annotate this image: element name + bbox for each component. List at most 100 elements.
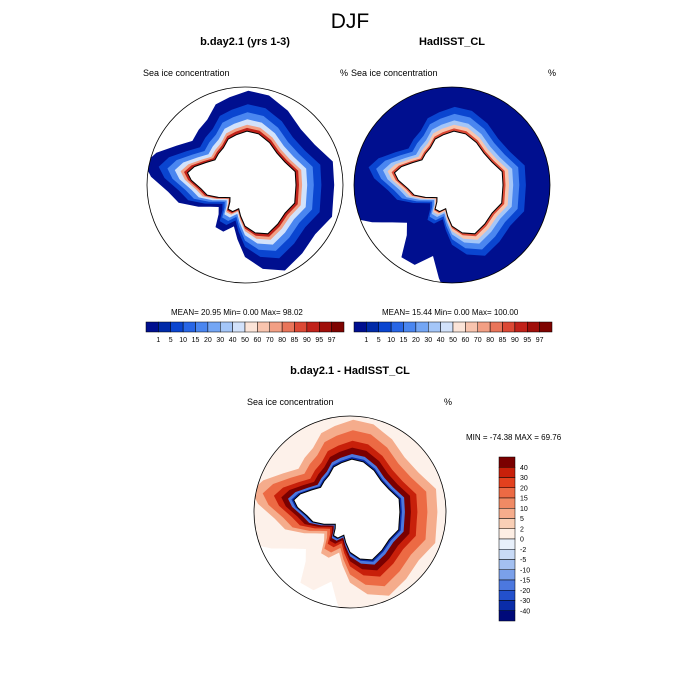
model-colorbar-box — [158, 321, 171, 333]
obs-colorbar: 1 5 10 15 20 30 40 50 60 70 80 85 90 95 97 — [353, 321, 553, 344]
difference-colorbar-box — [498, 579, 516, 591]
model-colorbar-box — [269, 321, 283, 333]
difference-colorbar-box — [498, 528, 516, 540]
difference-colorbar-box — [498, 497, 516, 509]
model-colorbar-tick-label: 95 — [315, 337, 323, 344]
model-colorbar-box — [281, 321, 295, 333]
obs-colorbar-tick-label: 90 — [511, 337, 519, 344]
diff-antarctica-land — [293, 458, 401, 561]
model-colorbar-box — [294, 321, 308, 333]
obs-panel-title: HadISST_CL — [418, 36, 485, 48]
model-stats: MEAN= 20.95 Min= 0.00 Max= 98.02 — [171, 308, 303, 317]
model-colorbar-tick-label: 90 — [303, 337, 311, 344]
obs-colorbar-box — [378, 321, 392, 333]
obs-colorbar-tick-label: 5 — [377, 337, 381, 344]
difference-colorbar-box — [498, 590, 516, 601]
model-colorbar-box — [207, 321, 221, 333]
difference-colorbar-tick-label: 30 — [520, 475, 528, 482]
model-colorbar-box — [257, 321, 270, 333]
model-colorbar-box — [195, 321, 209, 333]
obs-colorbar-tick-label: 85 — [499, 337, 507, 344]
difference-colorbar-tick-label: 10 — [520, 506, 528, 513]
difference-colorbar-tick-label: 2 — [520, 526, 524, 533]
obs-units-label: % — [548, 68, 557, 78]
model-colorbar-tick-label: 50 — [241, 337, 249, 344]
obs-variable-label: Sea ice concentration — [351, 68, 438, 78]
obs-colorbar-box — [502, 321, 516, 333]
model-colorbar-tick-label: 60 — [253, 337, 261, 344]
model-colorbar-box — [170, 321, 184, 333]
difference-colorbar-tick-label: -10 — [520, 567, 530, 574]
model-colorbar-box — [244, 321, 258, 333]
difference-colorbar-tick-label: -5 — [520, 557, 526, 564]
difference-colorbar-tick-label: -2 — [520, 547, 526, 554]
obs-colorbar-box — [489, 321, 503, 333]
model-colorbar-tick-label: 10 — [179, 337, 187, 344]
difference-colorbar-box — [498, 518, 516, 529]
model-colorbar-tick-label: 97 — [328, 337, 336, 344]
obs-colorbar-tick-label: 50 — [449, 337, 457, 344]
model-colorbar-box — [145, 321, 159, 333]
model-colorbar-tick-label: 15 — [192, 337, 200, 344]
difference-colorbar-tick-label: 15 — [520, 496, 528, 503]
difference-colorbar-box — [498, 508, 516, 519]
obs-antarctica-land — [393, 130, 504, 235]
model-units-label: % — [340, 68, 349, 78]
diff-panel-title: b.day2.1 - HadISST_CL — [290, 365, 410, 377]
model-colorbar-tick-label: 5 — [169, 337, 173, 344]
obs-colorbar-tick-label: 70 — [474, 337, 482, 344]
model-variable-label: Sea ice concentration — [143, 68, 230, 78]
model-colorbar-box — [319, 321, 332, 333]
difference-colorbar-box — [498, 487, 516, 499]
obs-colorbar-tick-label: 10 — [387, 337, 395, 344]
model-map-border — [146, 86, 344, 284]
obs-colorbar-box — [539, 321, 553, 333]
obs-colorbar-tick-label: 60 — [461, 337, 469, 344]
model-colorbar-box — [306, 321, 320, 333]
obs-colorbar-box — [390, 321, 404, 333]
difference-colorbar-box — [498, 538, 516, 550]
model-map — [146, 86, 344, 284]
obs-colorbar-tick-label: 40 — [437, 337, 445, 344]
difference-colorbar-tick-label: -15 — [520, 578, 530, 585]
obs-colorbar-box — [353, 321, 367, 333]
difference-colorbar-box — [498, 467, 516, 478]
model-antarctica-land — [186, 130, 297, 235]
difference-map — [253, 415, 447, 609]
difference-colorbar-box — [498, 610, 516, 622]
difference-colorbar-tick-label: -30 — [520, 598, 530, 605]
model-colorbar: 1 5 10 15 20 30 40 50 60 70 80 85 90 95 97 — [145, 321, 345, 344]
difference-colorbar-box — [498, 456, 516, 468]
diff-variable-label: Sea ice concentration — [247, 397, 334, 407]
model-colorbar-tick-label: 1 — [156, 337, 160, 344]
obs-colorbar-tick-label: 95 — [523, 337, 531, 344]
obs-colorbar-tick-label: 1 — [364, 337, 368, 344]
difference-colorbar-tick-label: 0 — [520, 537, 524, 544]
difference-colorbar-tick-label: 5 — [520, 516, 524, 523]
model-colorbar-tick-label: 40 — [229, 337, 237, 344]
obs-colorbar-box — [477, 321, 491, 333]
obs-colorbar-tick-label: 30 — [424, 337, 432, 344]
model-colorbar-box — [232, 321, 246, 333]
model-colorbar-box — [220, 321, 233, 333]
model-colorbar-tick-label: 30 — [216, 337, 224, 344]
difference-colorbar-tick-label: 20 — [520, 485, 528, 492]
obs-colorbar-tick-label: 80 — [486, 337, 494, 344]
obs-colorbar-box — [452, 321, 466, 333]
obs-colorbar-tick-label: 15 — [400, 337, 408, 344]
obs-colorbar-box — [428, 321, 441, 333]
model-colorbar-tick-label: 70 — [266, 337, 274, 344]
difference-colorbar-box — [498, 600, 516, 611]
model-colorbar-box — [331, 321, 345, 333]
difference-colorbar-tick-label: -40 — [520, 608, 530, 615]
model-colorbar-tick-label: 80 — [278, 337, 286, 344]
obs-map-border — [353, 86, 551, 284]
obs-colorbar-box — [403, 321, 417, 333]
difference-colorbar-box — [498, 559, 516, 570]
difference-colorbar-box — [498, 569, 516, 581]
figure-title: DJF — [330, 10, 370, 33]
diff-stats: MIN = -74.38 MAX = 69.76 — [466, 433, 562, 442]
obs-colorbar-tick-label: 97 — [536, 337, 544, 344]
